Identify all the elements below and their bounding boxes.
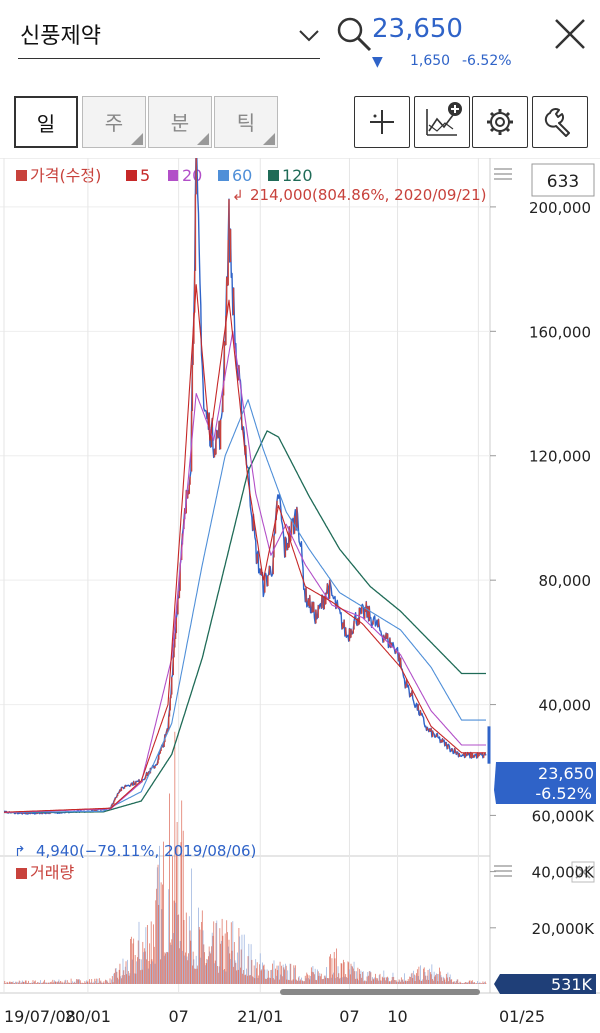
current-price-tag-price: 23,650	[538, 764, 594, 783]
low-label: 4,940(−79.11%, 2019/08/06)	[36, 842, 256, 860]
tab-tick-label: 틱	[236, 111, 256, 135]
volume-tick-label: 20,000K	[532, 920, 595, 938]
low-arrow-icon: ↱	[14, 844, 26, 860]
menu-lines-icon[interactable]	[494, 168, 512, 180]
tab-minute[interactable]: 분	[148, 96, 212, 148]
ma20-line	[4, 330, 486, 814]
count-badge: 633	[547, 172, 579, 192]
price-lines	[3, 158, 491, 815]
add-indicator-icon	[426, 102, 462, 136]
settings-button[interactable]	[472, 96, 528, 148]
tab-minute-label: 분	[170, 111, 190, 135]
legend-label: 120	[282, 166, 313, 185]
legend-swatch	[126, 170, 137, 181]
crosshair-button[interactable]	[354, 96, 410, 148]
tab-daily-label: 일	[36, 112, 56, 136]
volume-legend-swatch	[16, 868, 27, 879]
current-volume-tag	[494, 974, 596, 994]
legend-swatch	[218, 170, 229, 181]
x-tick-label: 01/25	[499, 1007, 545, 1026]
y-tick-label: 200,000	[529, 199, 591, 217]
y-tick-label: 80,000	[539, 572, 592, 590]
current-price-tag	[494, 762, 596, 804]
x-tick-label: 07	[168, 1007, 188, 1026]
tab-daily[interactable]: 일	[14, 96, 78, 148]
x-tick-label: 10	[387, 1007, 407, 1026]
price-grid	[0, 206, 496, 706]
tab-tick[interactable]: 틱	[214, 96, 278, 148]
high-arrow-icon: ↲	[232, 188, 244, 204]
x-tick-label: 07	[339, 1007, 359, 1026]
current-price-tag-pct: -6.52%	[535, 784, 592, 803]
chevron-down-icon[interactable]	[296, 22, 322, 48]
y-tick-label: 40,000	[539, 697, 592, 715]
volume-legend-label: 거래량	[30, 863, 74, 882]
tab-corner	[263, 133, 275, 145]
tools-button[interactable]	[532, 96, 588, 148]
tab-corner	[197, 133, 209, 145]
price-change-pct: -6.52%	[462, 53, 512, 69]
legend-swatch	[268, 170, 279, 181]
wrench-icon	[544, 107, 570, 137]
close-icon[interactable]	[552, 16, 588, 52]
chart-legend: 가격(수정) 5 20 60 120	[16, 166, 313, 185]
crosshair-icon	[370, 110, 394, 134]
add-indicator-button[interactable]	[414, 96, 470, 148]
stock-chart[interactable]: 가격(수정) 5 20 60 120 633 200,000 160,000 120,000…	[0, 158, 600, 1033]
high-label: 214,000(804.86%, 2020/09/21)	[250, 186, 486, 204]
ma120-line	[4, 430, 486, 814]
ma5-line	[4, 284, 486, 813]
legend-swatch	[168, 170, 179, 181]
legend-swatch	[16, 170, 27, 181]
legend-label: 가격(수정)	[30, 166, 101, 185]
current-volume-tag-label: 531K	[551, 975, 593, 994]
stock-name[interactable]: 신풍제약	[20, 24, 101, 49]
x-tick-label: 19/07/08	[4, 1007, 76, 1026]
count-badge-box	[531, 163, 595, 197]
legend-label: 60	[232, 166, 252, 185]
volume-y-ticks: 60,000K 40,000K 20,000K	[490, 807, 595, 938]
horizontal-scrollbar[interactable]	[280, 989, 480, 995]
current-price: 23,650	[372, 14, 463, 44]
volume-tick-label: 60,000K	[532, 807, 595, 825]
volume-close-icon[interactable]	[571, 861, 595, 883]
gear-icon	[487, 109, 513, 135]
down-arrow-icon: ▼	[372, 54, 383, 70]
legend-label: 5	[140, 166, 150, 185]
x-tick-label: 21/01	[237, 1007, 283, 1026]
volume-tick-label: 40,000K	[532, 864, 595, 882]
price-y-ticks: 200,000 160,000 120,000 80,000 40,000	[529, 199, 591, 715]
y-tick-label: 120,000	[529, 448, 591, 466]
volume-menu-lines-icon[interactable]	[494, 865, 512, 877]
header: 신풍제약 23,650 ▼ 1,650 -6.52%	[0, 0, 600, 90]
tab-corner	[131, 133, 143, 145]
stock-name-underline	[18, 58, 320, 59]
y-tick-label: 160,000	[529, 323, 591, 341]
ma60-line	[4, 399, 486, 814]
tab-weekly-label: 주	[104, 111, 124, 135]
x-tick-label: 20/01	[65, 1007, 111, 1026]
volume-bars	[3, 731, 487, 984]
legend-label: 20	[182, 166, 202, 185]
search-icon[interactable]	[334, 14, 374, 54]
tab-weekly[interactable]: 주	[82, 96, 146, 148]
price-change: 1,650	[410, 53, 451, 69]
